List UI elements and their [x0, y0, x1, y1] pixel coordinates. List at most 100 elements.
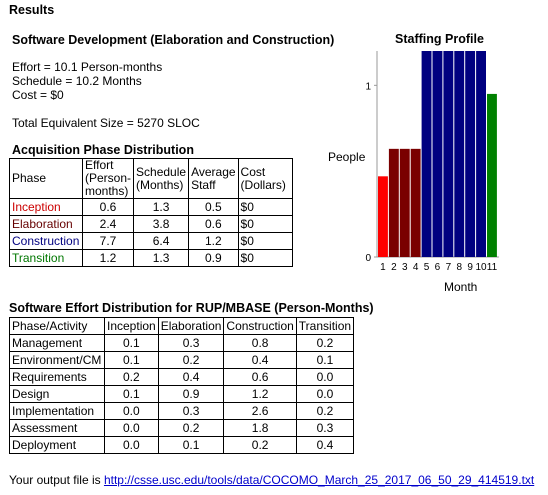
schedule-summary: Schedule = 10.2 Months	[12, 74, 142, 88]
col-header-cost: Cost (Dollars)	[237, 158, 293, 199]
chart-bar	[476, 51, 486, 257]
col-header-phase: Phase	[9, 158, 83, 199]
construction-cell: 0.6	[223, 368, 297, 386]
table-header-row: Phase/Activity Inception Elaboration Con…	[9, 317, 355, 335]
staffing-profile-chart: 011 2 3 4 5 6 7 8 9 10 11	[365, 51, 499, 273]
x-tick-label: 10	[475, 262, 487, 273]
section-title: Software Development (Elaboration and Co…	[12, 33, 335, 47]
construction-cell: 2.6	[223, 402, 297, 420]
col-header-transition: Transition	[295, 317, 355, 335]
construction-cell: 0.8	[223, 334, 297, 352]
effort-cell: 2.4	[81, 215, 135, 233]
transition-cell: 0.3	[295, 419, 355, 437]
transition-cell: 0.2	[295, 402, 355, 420]
table-header-row: Phase Effort (Person-months) Schedule (M…	[9, 158, 293, 199]
table-row: Construction 7.7 6.4 1.2 $0	[9, 232, 293, 250]
table-row: Assessment 0.0 0.2 1.8 0.3	[9, 419, 355, 437]
x-tick-label: 4	[413, 262, 419, 273]
col-header-activity: Phase/Activity	[9, 317, 105, 335]
elaboration-cell: 0.2	[157, 419, 225, 437]
transition-cell: 0.0	[295, 385, 355, 403]
chart-bar	[487, 93, 497, 257]
activity-cell: Deployment	[9, 436, 105, 454]
chart-bar	[399, 148, 410, 257]
table-row: Inception 0.6 1.3 0.5 $0	[9, 198, 293, 216]
transition-cell: 0.2	[295, 334, 355, 352]
construction-cell: 0.4	[223, 351, 297, 369]
cost-cell: $0	[237, 215, 293, 233]
output-file-link[interactable]: http://csse.usc.edu/tools/data/COCOMO_Ma…	[103, 473, 535, 487]
elaboration-cell: 0.3	[157, 334, 225, 352]
x-tick-label: 11	[487, 262, 498, 273]
elaboration-cell: 0.4	[157, 368, 225, 386]
table-row: Requirements 0.2 0.4 0.6 0.0	[9, 368, 355, 386]
x-tick-label: 3	[402, 262, 408, 273]
col-header-elaboration: Elaboration	[157, 317, 225, 335]
results-heading: Results	[9, 3, 55, 17]
schedule-cell: 6.4	[133, 232, 190, 250]
activity-cell: Design	[9, 385, 105, 403]
staff-cell: 1.2	[188, 232, 239, 250]
phase-cell: Elaboration	[9, 215, 83, 233]
chart-title: Staffing Profile	[395, 32, 484, 46]
y-tick-label: 0	[365, 253, 371, 264]
inception-cell: 0.1	[104, 334, 159, 352]
x-tick-label: 1	[380, 262, 386, 273]
x-tick-label: 8	[456, 262, 462, 273]
x-axis-label: Month	[444, 280, 478, 294]
col-header-construction: Construction	[223, 317, 297, 335]
chart-bar	[410, 148, 421, 257]
chart-bar	[454, 51, 465, 257]
x-tick-label: 5	[424, 262, 430, 273]
effort-cell: 1.2	[81, 249, 135, 267]
output-file-line: Your output file is http://csse.usc.edu/…	[9, 473, 534, 487]
col-header-inception: Inception	[104, 317, 159, 335]
x-tick-label: 2	[391, 262, 397, 273]
staff-cell: 0.5	[188, 198, 239, 216]
inception-cell: 0.2	[104, 368, 159, 386]
chart-bar	[443, 51, 454, 257]
activity-cell: Requirements	[9, 368, 105, 386]
cost-summary: Cost = $0	[12, 88, 64, 102]
cost-cell: $0	[237, 232, 293, 250]
output-file-prefix: Your output file is	[9, 473, 104, 487]
phase-cell: Inception	[9, 198, 83, 216]
acquisition-heading: Acquisition Phase Distribution	[12, 143, 194, 157]
inception-cell: 0.1	[104, 351, 159, 369]
schedule-cell: 3.8	[133, 215, 190, 233]
col-header-effort: Effort (Person-months)	[81, 158, 135, 199]
chart-bar	[378, 176, 388, 257]
construction-cell: 1.2	[223, 385, 297, 403]
elaboration-cell: 0.3	[157, 402, 225, 420]
activity-cell: Implementation	[9, 402, 105, 420]
x-tick-label: 7	[446, 262, 452, 273]
table-row: Management 0.1 0.3 0.8 0.2	[9, 334, 355, 352]
elaboration-cell: 0.1	[157, 436, 225, 454]
cost-cell: $0	[237, 198, 293, 216]
acquisition-table: Phase Effort (Person-months) Schedule (M…	[9, 158, 293, 267]
x-tick-label: 9	[467, 262, 473, 273]
activity-cell: Assessment	[9, 419, 105, 437]
inception-cell: 0.0	[104, 419, 159, 437]
staff-cell: 0.9	[188, 249, 239, 267]
y-tick-label: 1	[365, 81, 371, 92]
transition-cell: 0.0	[295, 368, 355, 386]
activity-cell: Management	[9, 334, 105, 352]
table-row: Deployment 0.0 0.1 0.2 0.4	[9, 436, 355, 454]
effort-cell: 0.6	[81, 198, 135, 216]
table-row: Implementation 0.0 0.3 2.6 0.2	[9, 402, 355, 420]
inception-cell: 0.0	[104, 436, 159, 454]
total-size-summary: Total Equivalent Size = 5270 SLOC	[12, 116, 200, 130]
chart-bar	[421, 51, 432, 257]
effort-cell: 7.7	[81, 232, 135, 250]
chart-bar	[465, 51, 476, 257]
phase-cell: Transition	[9, 249, 83, 267]
y-axis-label: People	[328, 150, 366, 164]
chart-bar	[432, 51, 443, 257]
transition-cell: 0.4	[295, 436, 355, 454]
schedule-cell: 1.3	[133, 198, 190, 216]
table-row: Transition 1.2 1.3 0.9 $0	[9, 249, 293, 267]
x-tick-label: 6	[435, 262, 441, 273]
chart-bar	[388, 148, 399, 257]
table-row: Elaboration 2.4 3.8 0.6 $0	[9, 215, 293, 233]
